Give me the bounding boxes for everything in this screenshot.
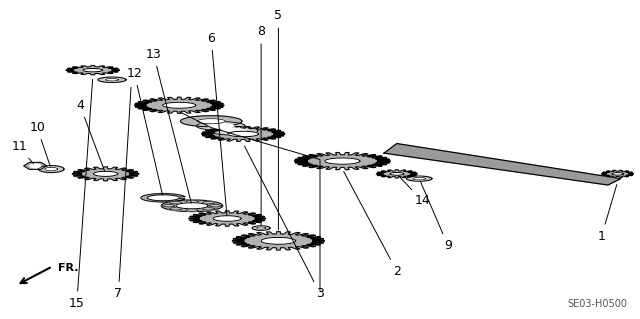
Text: 5: 5	[275, 10, 282, 230]
Polygon shape	[208, 124, 234, 128]
Polygon shape	[202, 202, 214, 204]
Polygon shape	[221, 129, 246, 133]
Polygon shape	[176, 203, 208, 209]
Polygon shape	[134, 97, 224, 113]
Polygon shape	[72, 167, 139, 181]
Text: 4: 4	[76, 99, 104, 171]
Text: 8: 8	[257, 26, 265, 225]
Polygon shape	[98, 77, 126, 82]
Polygon shape	[228, 131, 259, 137]
Text: 14: 14	[399, 176, 430, 207]
Text: 9: 9	[420, 181, 452, 252]
Polygon shape	[213, 216, 241, 221]
Polygon shape	[161, 200, 223, 211]
Polygon shape	[390, 173, 404, 175]
Polygon shape	[384, 144, 621, 185]
Text: 11: 11	[12, 140, 33, 164]
Polygon shape	[602, 170, 634, 177]
Polygon shape	[83, 69, 102, 72]
Polygon shape	[197, 119, 225, 124]
Text: 12: 12	[127, 67, 163, 195]
Text: 3: 3	[244, 146, 324, 300]
Polygon shape	[30, 164, 40, 168]
Text: FR.: FR.	[58, 263, 78, 273]
Polygon shape	[413, 177, 426, 180]
Polygon shape	[170, 202, 182, 204]
Polygon shape	[93, 171, 118, 176]
Polygon shape	[261, 237, 296, 244]
Polygon shape	[24, 162, 47, 169]
Text: 13: 13	[146, 48, 191, 203]
Polygon shape	[209, 126, 258, 135]
Polygon shape	[170, 208, 182, 210]
Polygon shape	[232, 232, 324, 250]
Polygon shape	[180, 116, 242, 127]
Polygon shape	[252, 226, 270, 230]
Polygon shape	[189, 211, 266, 226]
Text: 15: 15	[69, 79, 93, 309]
Polygon shape	[325, 158, 360, 164]
Text: 7: 7	[115, 87, 131, 300]
Polygon shape	[141, 194, 185, 202]
Polygon shape	[406, 176, 432, 181]
Polygon shape	[376, 170, 417, 178]
Polygon shape	[612, 173, 623, 175]
Text: 2: 2	[344, 172, 401, 278]
Polygon shape	[257, 227, 266, 229]
Polygon shape	[209, 204, 221, 207]
Text: 10: 10	[29, 121, 51, 167]
Polygon shape	[202, 127, 285, 141]
Polygon shape	[163, 204, 175, 207]
Polygon shape	[294, 152, 390, 170]
Polygon shape	[202, 208, 214, 210]
Polygon shape	[38, 166, 64, 173]
Text: 1: 1	[598, 184, 617, 242]
Polygon shape	[186, 209, 198, 211]
Polygon shape	[196, 122, 245, 130]
Polygon shape	[186, 200, 198, 203]
Text: 6: 6	[207, 32, 227, 216]
Polygon shape	[106, 78, 118, 81]
Polygon shape	[66, 66, 120, 75]
Text: SE03-H0500: SE03-H0500	[567, 300, 627, 309]
Polygon shape	[45, 167, 58, 171]
Polygon shape	[163, 102, 196, 108]
